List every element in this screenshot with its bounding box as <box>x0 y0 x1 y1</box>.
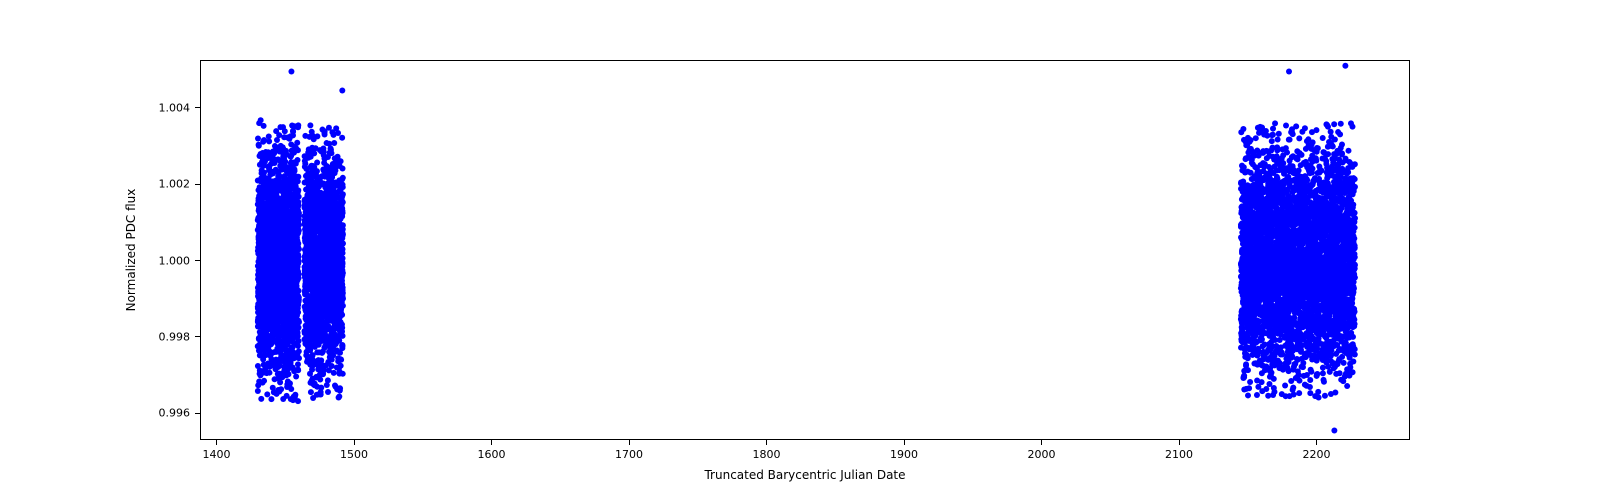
y-tick-label: 1.004 <box>159 101 191 114</box>
x-tick <box>354 440 355 445</box>
x-tick <box>491 440 492 445</box>
y-axis-label: Normalized PDC flux <box>124 189 138 312</box>
x-tick-label: 1600 <box>478 448 506 461</box>
x-tick-label: 1800 <box>753 448 781 461</box>
x-tick-label: 1500 <box>340 448 368 461</box>
y-tick-label: 1.000 <box>159 254 191 267</box>
x-tick <box>1179 440 1180 445</box>
x-tick-label: 1700 <box>615 448 643 461</box>
y-tick <box>195 413 200 414</box>
y-tick <box>195 336 200 337</box>
x-tick-label: 2000 <box>1028 448 1056 461</box>
x-tick <box>629 440 630 445</box>
x-tick <box>1316 440 1317 445</box>
scatter-points-layer <box>0 0 1600 500</box>
y-tick-label: 1.002 <box>159 178 191 191</box>
x-tick <box>766 440 767 445</box>
chart-root: 1400 1500 1600 1700 1800 1900 2000 2100 2200 0.9… <box>0 0 1600 500</box>
x-tick <box>904 440 905 445</box>
y-tick <box>195 260 200 261</box>
y-tick-label: 0.996 <box>159 407 191 420</box>
x-tick-label: 2100 <box>1165 448 1193 461</box>
x-axis-label: Truncated Barycentric Julian Date <box>704 468 905 482</box>
x-tick <box>216 440 217 445</box>
x-tick-label: 1900 <box>890 448 918 461</box>
x-tick-label: 1400 <box>203 448 231 461</box>
y-tick-label: 0.998 <box>159 330 191 343</box>
x-tick-label: 2200 <box>1303 448 1331 461</box>
y-tick <box>195 107 200 108</box>
x-tick <box>1041 440 1042 445</box>
y-tick <box>195 184 200 185</box>
